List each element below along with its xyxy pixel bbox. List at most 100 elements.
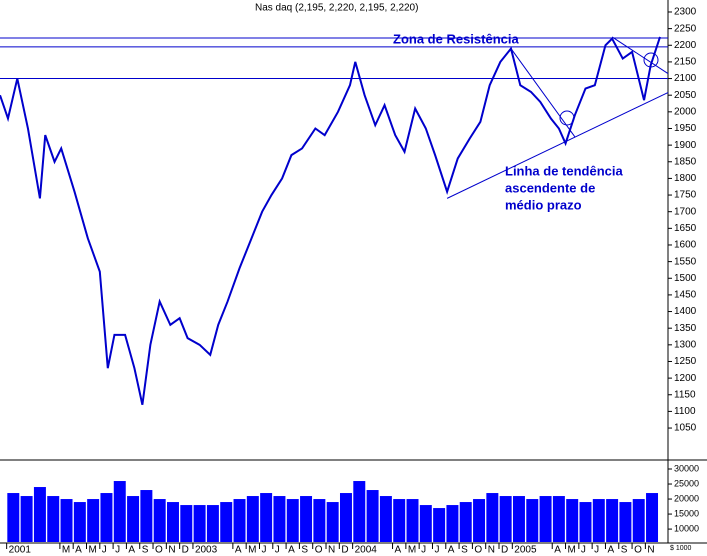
- volume-bar: [619, 502, 632, 542]
- y-tick-label: 1650: [674, 223, 697, 234]
- volume-bar: [459, 502, 472, 542]
- volume-bar: [220, 502, 233, 542]
- y-tick-label: 1400: [674, 306, 697, 317]
- volume-bar: [406, 499, 419, 542]
- trend-line: [446, 92, 669, 199]
- volume-unit: $ 1000: [670, 545, 692, 552]
- trend-line: [611, 36, 669, 74]
- y-tick-label: 1200: [674, 373, 697, 384]
- volume-bar: [499, 496, 512, 542]
- volume-bar: [326, 502, 339, 542]
- volume-bar: [486, 493, 499, 542]
- volume-bar: [379, 496, 392, 542]
- x-tick-label: S: [461, 545, 468, 556]
- x-tick-label: N: [168, 545, 175, 556]
- volume-bar: [473, 499, 486, 542]
- y-tick-label: 10000: [674, 523, 699, 533]
- volume-bar: [646, 493, 659, 542]
- y-tick-label: 25000: [674, 478, 699, 488]
- volume-bar: [193, 505, 206, 542]
- volume-bar: [393, 499, 406, 542]
- x-tick-label: J: [434, 545, 439, 556]
- y-tick-label: 1850: [674, 156, 697, 167]
- x-tick-label: M: [88, 545, 96, 556]
- y-tick-label: 1150: [674, 389, 696, 400]
- x-tick-label: N: [488, 545, 495, 556]
- x-tick-label: O: [474, 545, 482, 556]
- volume-bar: [552, 496, 565, 542]
- x-tick-label: A: [554, 545, 561, 556]
- y-tick-label: 2050: [674, 90, 697, 101]
- y-tick-label: 1250: [674, 356, 697, 367]
- x-tick-label: S: [301, 545, 308, 556]
- volume-bar: [206, 505, 219, 542]
- y-tick-label: 1450: [674, 290, 697, 301]
- volume-bar: [632, 499, 645, 542]
- x-tick-label: 2005: [514, 545, 537, 556]
- chart-title: Nas daq (2,195, 2,220, 2,195, 2,220): [255, 3, 418, 14]
- x-tick-label: M: [62, 545, 70, 556]
- trend-line: [510, 48, 576, 138]
- volume-bar: [526, 499, 539, 542]
- volume-bar: [353, 481, 366, 542]
- x-tick-label: D: [501, 545, 508, 556]
- volume-bar: [419, 505, 432, 542]
- volume-bar: [73, 502, 86, 542]
- volume-bar: [60, 499, 73, 542]
- volume-bar: [579, 502, 592, 542]
- volume-bar: [87, 499, 100, 542]
- y-tick-label: 1300: [674, 339, 697, 350]
- volume-bar: [33, 487, 46, 542]
- volume-bar: [167, 502, 179, 542]
- x-tick-label: O: [315, 545, 323, 556]
- x-tick-label: D: [182, 545, 189, 556]
- volume-bar: [606, 499, 619, 542]
- volume-bar: [113, 481, 126, 542]
- annotation: médio prazo: [505, 197, 582, 212]
- x-tick-label: A: [607, 545, 614, 556]
- volume-bar: [127, 496, 140, 542]
- volume-bar: [366, 490, 379, 542]
- y-tick-label: 30000: [674, 463, 699, 473]
- y-tick-label: 1600: [674, 240, 697, 251]
- x-tick-label: 2001: [9, 545, 32, 556]
- volume-bar: [260, 493, 273, 542]
- annotation: ascendente de: [505, 180, 595, 195]
- volume-bar: [140, 490, 153, 542]
- x-tick-label: J: [581, 545, 586, 556]
- x-tick-label: J: [275, 545, 280, 556]
- volume-bar: [300, 496, 313, 542]
- x-tick-label: A: [75, 545, 82, 556]
- y-tick-label: 1100: [674, 406, 696, 417]
- x-tick-label: N: [328, 545, 335, 556]
- x-tick-label: S: [621, 545, 628, 556]
- y-tick-label: 15000: [674, 508, 699, 518]
- volume-bar: [233, 499, 246, 542]
- volume-bar: [47, 496, 60, 542]
- x-tick-label: 2004: [355, 545, 378, 556]
- x-tick-label: A: [128, 545, 135, 556]
- y-tick-label: 1050: [674, 423, 697, 434]
- x-tick-label: A: [235, 545, 242, 556]
- y-tick-label: 2300: [674, 7, 697, 18]
- y-tick-label: 1500: [674, 273, 697, 284]
- y-tick-label: 1700: [674, 206, 697, 217]
- y-tick-label: 1350: [674, 323, 697, 334]
- y-tick-label: 1800: [674, 173, 697, 184]
- y-tick-label: 1900: [674, 140, 697, 151]
- volume-bar: [273, 496, 286, 542]
- volume-bar: [153, 499, 166, 542]
- volume-bar: [286, 499, 299, 542]
- volume-bar: [7, 493, 20, 542]
- annotation: Zona de Resistência: [393, 31, 519, 46]
- x-tick-label: O: [155, 545, 163, 556]
- y-tick-label: 2000: [674, 106, 697, 117]
- volume-bar: [100, 493, 113, 542]
- y-tick-label: 1950: [674, 123, 697, 134]
- volume-bar: [180, 505, 193, 542]
- y-tick-label: 20000: [674, 493, 699, 503]
- volume-bar: [446, 505, 459, 542]
- volume-bar: [246, 496, 259, 542]
- x-tick-label: S: [142, 545, 149, 556]
